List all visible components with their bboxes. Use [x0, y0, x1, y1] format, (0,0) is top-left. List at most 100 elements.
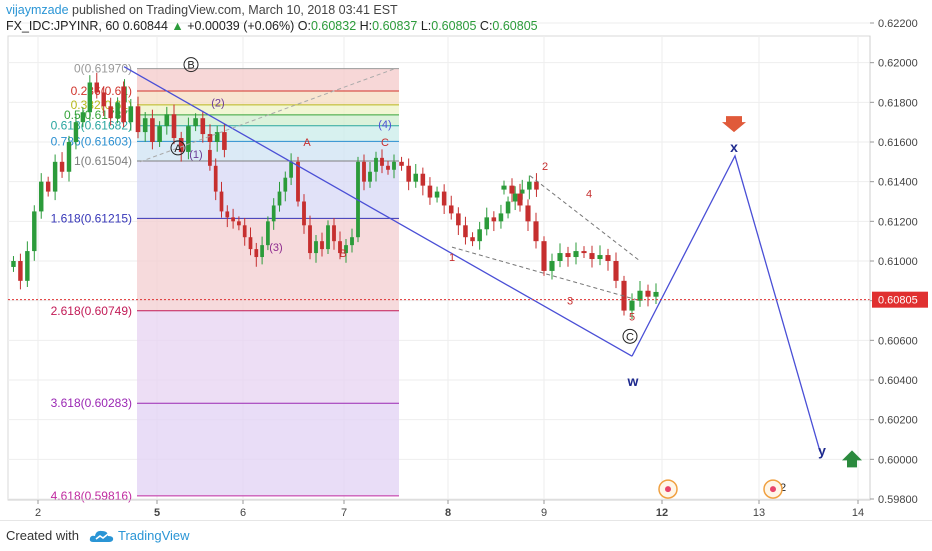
event-dot-icon — [665, 486, 671, 493]
candle-body — [519, 189, 525, 194]
wave-label: 2 — [542, 161, 548, 173]
candle-body — [557, 253, 563, 261]
candle-body — [207, 134, 213, 142]
wave-label: 4 — [586, 189, 592, 201]
open-label: O: — [297, 19, 311, 33]
candle-body — [164, 114, 170, 127]
candle-body — [533, 221, 539, 242]
candle-body — [470, 237, 475, 242]
close-label: C: — [479, 19, 493, 33]
candle-body — [308, 225, 312, 254]
candle-body — [653, 291, 659, 297]
candle-body — [549, 261, 555, 271]
candle-body — [254, 249, 259, 258]
wave-label: B — [339, 248, 346, 260]
dashed-channel-upper[interactable] — [139, 68, 396, 163]
time-tick-label: 12 — [656, 507, 668, 519]
candle-body — [501, 185, 507, 190]
dashed-line-upper[interactable] — [529, 175, 641, 262]
price-chart[interactable]: 0(0.61970)0.236(0.61)0.382(0.61)0.5(0.61… — [0, 0, 932, 520]
time-tick-label: 2 — [35, 507, 41, 519]
candle-body — [157, 126, 162, 142]
candle-body — [11, 261, 16, 267]
low-value: 0.60805 — [431, 19, 477, 33]
wave-label: (2) — [211, 97, 224, 109]
wave-label: 5 — [629, 312, 635, 324]
candle-body — [18, 261, 23, 281]
created-with-label: Created with — [6, 528, 79, 543]
candle-body — [597, 255, 603, 260]
candle-body — [581, 251, 587, 254]
candle-body — [629, 300, 635, 311]
candle-body — [289, 161, 293, 178]
wave-label: w — [627, 373, 639, 389]
last-price: 0.60844 — [122, 19, 168, 33]
candle-body — [283, 177, 288, 192]
candle-body — [350, 237, 354, 246]
tradingview-brand[interactable]: TradingView — [118, 528, 190, 543]
buy-arrow-icon — [842, 450, 862, 468]
projection-path[interactable] — [631, 154, 821, 452]
candle-body — [320, 241, 324, 250]
fib-band — [137, 91, 399, 105]
price-tick-label: 0.60400 — [878, 375, 918, 387]
price-tick-label: 0.59800 — [878, 494, 918, 506]
publish-info: published on TradingView.com, March 10, … — [72, 3, 398, 17]
wave-label: A — [303, 137, 311, 149]
wave-label: y — [818, 442, 826, 458]
price-tick-label: 0.62200 — [878, 18, 918, 30]
trend-lines[interactable] — [8, 66, 870, 452]
fib-level-label: 0(0.61970) — [74, 62, 132, 76]
candle-body — [248, 237, 253, 250]
chart-header: vijaymzade published on TradingView.com,… — [6, 2, 906, 34]
fib-band — [137, 403, 399, 496]
high-value: 0.60837 — [372, 19, 418, 33]
candle-body — [512, 193, 518, 202]
candle-body — [434, 191, 440, 198]
chart-axes: 0.62200 0.62000 0.61800 0.61600 0.61400 0.612… — [8, 18, 928, 519]
candle-body — [302, 201, 306, 226]
time-tick-label: 6 — [240, 507, 246, 519]
up-arrow-icon: ▲ — [171, 19, 184, 33]
candle-body — [406, 165, 411, 182]
candle-body — [332, 225, 336, 242]
trend-line-main[interactable] — [123, 66, 633, 357]
fib-band — [137, 114, 399, 126]
candle-body — [73, 122, 79, 142]
candle-body — [128, 106, 134, 123]
price-tick-label: 0.60000 — [878, 454, 918, 466]
price-tick-label: 0.61200 — [878, 216, 918, 228]
wave-label-ring — [183, 57, 199, 73]
candle-body — [25, 251, 30, 281]
candle-body — [45, 181, 51, 192]
time-tick-label: 8 — [445, 507, 451, 519]
candle-body — [314, 241, 318, 254]
tradingview-cloud-icon[interactable] — [88, 527, 116, 545]
candle-body — [534, 181, 539, 190]
candle-body — [296, 161, 300, 202]
candle-body — [427, 185, 433, 198]
wave-label: 2 — [780, 482, 786, 494]
candle-body — [59, 161, 65, 172]
fib-level-label: 0.618(0.61682) — [51, 119, 132, 133]
candle-body — [326, 225, 330, 250]
candle-body — [66, 142, 72, 172]
price-tick-label: 0.61000 — [878, 256, 918, 268]
fib-band — [137, 141, 399, 162]
candle-body — [637, 290, 643, 301]
candle-body — [178, 138, 184, 152]
price-tick-label: 0.61600 — [878, 137, 918, 149]
last-price-badge-label: 0.60805 — [878, 295, 918, 307]
author-link[interactable]: vijaymzade — [6, 3, 69, 17]
candle-body — [108, 106, 113, 119]
dashed-line-lower[interactable] — [451, 246, 641, 302]
last-price-badge — [872, 291, 928, 308]
candle-body — [52, 161, 58, 192]
wave-label: C — [626, 331, 634, 343]
wave-label: C — [381, 137, 389, 149]
candle-body — [413, 173, 419, 182]
candle-body — [613, 261, 619, 281]
candle-body — [456, 213, 461, 226]
candle-body — [242, 225, 247, 238]
fib-level-label: 1(0.61504) — [74, 154, 132, 168]
